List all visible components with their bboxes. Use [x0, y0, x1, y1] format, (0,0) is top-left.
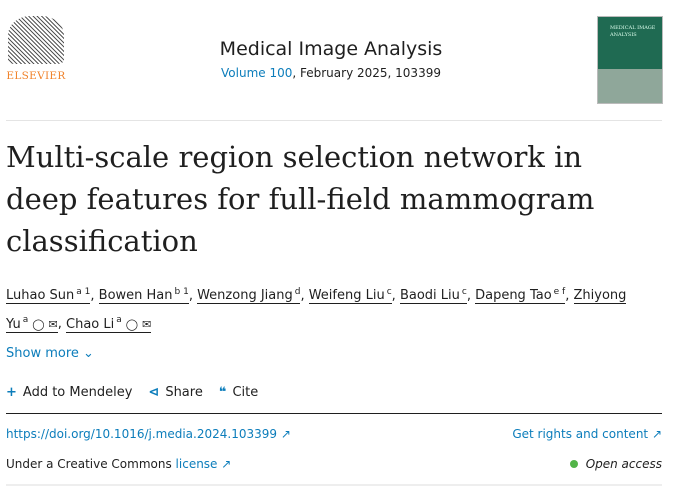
plus-icon: + [6, 385, 17, 400]
author-link[interactable]: Zhiyong Yu a ◯ ✉ [6, 288, 627, 333]
author-link[interactable]: Luhao Sun a 1 [6, 287, 91, 305]
divider [6, 484, 662, 486]
journal-header: Medical Image Analysis Volume 100, Febru… [0, 38, 662, 80]
license-text: Under a Creative Commons [6, 457, 176, 471]
volume-link[interactable]: Volume 100 [221, 66, 293, 80]
license-link[interactable]: license ↗ [175, 457, 232, 471]
author-link[interactable]: Dapeng Tao e f [475, 287, 566, 305]
elsevier-tree-icon [8, 16, 64, 64]
article-actions: + Add to Mendeley ⊲ Share ❝ Cite [6, 385, 258, 400]
journal-title-link[interactable]: Medical Image Analysis [219, 38, 443, 60]
share-button[interactable]: ⊲ Share [148, 385, 203, 400]
divider [6, 413, 662, 414]
author-link[interactable]: Chao Li a ◯ ✉ [66, 315, 152, 333]
envelope-icon: ✉ [48, 317, 58, 331]
quote-icon: ❝ [218, 385, 227, 400]
show-more-button[interactable]: Show more ⌄ [6, 346, 94, 361]
author-link[interactable]: Bowen Han b 1 [98, 287, 189, 305]
author-link[interactable]: Wenzong Jiang d [197, 287, 301, 305]
cover-title: MEDICAL IMAGE ANALYSIS [598, 17, 662, 69]
publisher-name: ELSEVIER [6, 70, 66, 82]
author-link[interactable]: Baodi Liu c [399, 287, 467, 305]
person-icon: ◯ [125, 317, 139, 331]
person-icon: ◯ [32, 317, 45, 331]
issue-info: , February 2025, 103399 [292, 66, 441, 80]
doi-link[interactable]: https://doi.org/10.1016/j.media.2024.103… [6, 427, 291, 441]
get-rights-link[interactable]: Get rights and content ↗ [512, 427, 662, 441]
author-list: Luhao Sun a 1, Bowen Han b 1, Wenzong Jian… [6, 287, 627, 333]
open-access-badge: Open access [569, 457, 662, 471]
author-link[interactable]: Weifeng Liu c [308, 287, 392, 305]
divider [6, 120, 662, 121]
journal-cover-image[interactable]: MEDICAL IMAGE ANALYSIS [597, 16, 663, 104]
chevron-down-icon: ⌄ [83, 346, 94, 361]
add-to-mendeley-button[interactable]: + Add to Mendeley [6, 385, 133, 400]
open-access-dot-icon [569, 460, 578, 468]
cite-button[interactable]: ❝ Cite [218, 385, 259, 400]
article-title: Multi-scale region selection network in … [6, 140, 595, 258]
elsevier-logo[interactable]: ELSEVIER [6, 16, 66, 86]
share-icon: ⊲ [148, 385, 160, 400]
envelope-icon: ✉ [142, 317, 152, 331]
